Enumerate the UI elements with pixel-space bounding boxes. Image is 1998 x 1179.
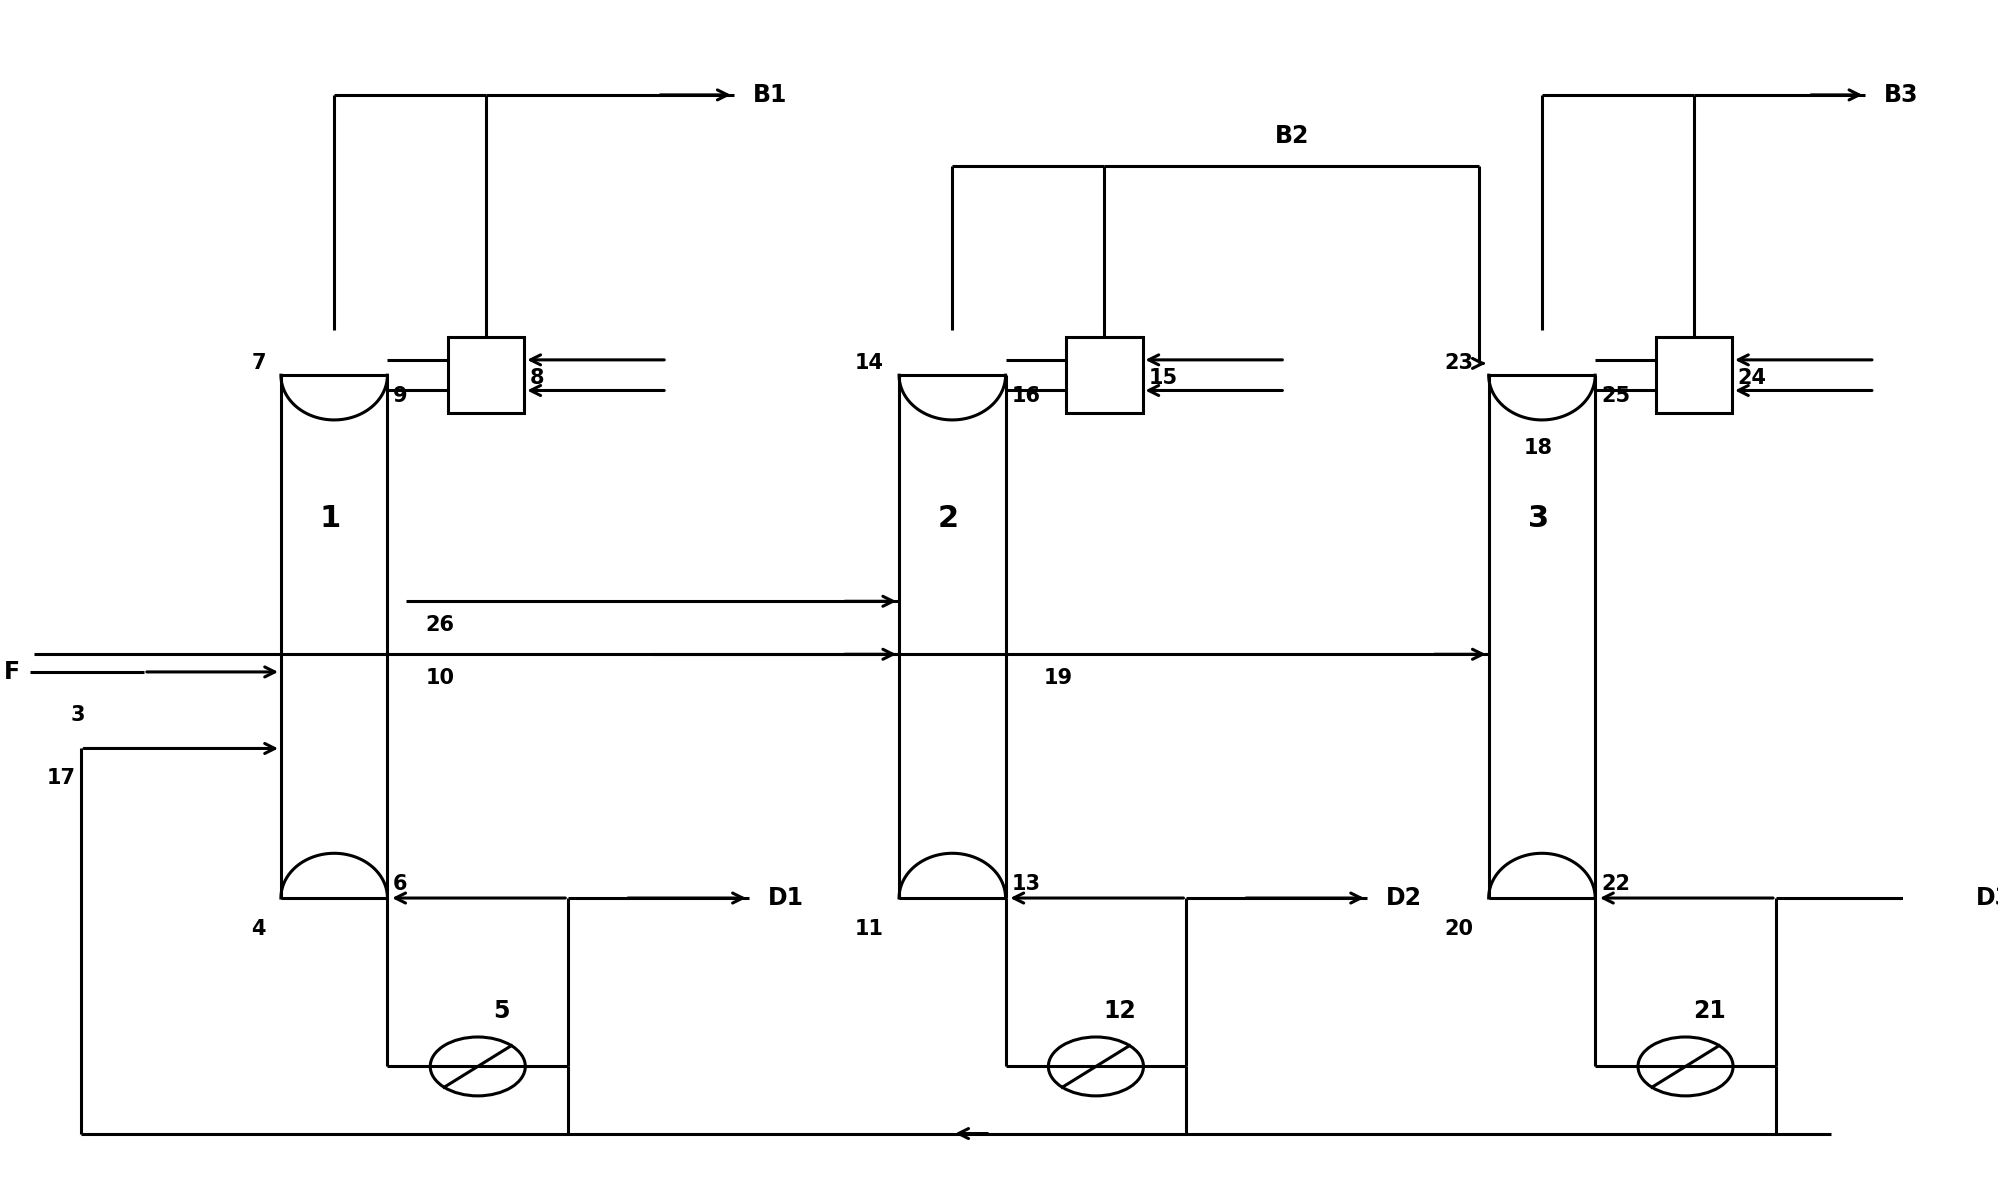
Text: 3: 3: [70, 705, 84, 725]
Text: F: F: [4, 660, 20, 684]
Text: 5: 5: [494, 999, 509, 1023]
Text: 21: 21: [1692, 999, 1724, 1023]
Text: 10: 10: [426, 667, 454, 687]
Text: 24: 24: [1736, 368, 1766, 388]
Text: 19: 19: [1043, 667, 1073, 687]
Text: 12: 12: [1103, 999, 1135, 1023]
Text: 15: 15: [1147, 368, 1177, 388]
Text: 16: 16: [1011, 387, 1039, 407]
Text: B2: B2: [1275, 124, 1309, 147]
Text: 3: 3: [1526, 505, 1548, 533]
Text: D3: D3: [1974, 887, 1998, 910]
Text: 13: 13: [1011, 874, 1039, 894]
Text: 20: 20: [1445, 918, 1473, 938]
Text: 23: 23: [1445, 354, 1473, 374]
Text: 2: 2: [937, 505, 959, 533]
Text: 14: 14: [855, 354, 883, 374]
Text: 8: 8: [529, 368, 543, 388]
Text: 1: 1: [320, 505, 342, 533]
Text: 18: 18: [1522, 439, 1552, 459]
Text: B3: B3: [1884, 83, 1918, 107]
Text: 26: 26: [426, 614, 454, 634]
Text: 17: 17: [46, 768, 76, 788]
Text: 9: 9: [394, 387, 408, 407]
Bar: [1065, 337, 1143, 414]
Text: 4: 4: [252, 918, 266, 938]
Text: D2: D2: [1385, 887, 1421, 910]
Text: 6: 6: [394, 874, 408, 894]
Text: 7: 7: [252, 354, 266, 374]
Bar: [448, 337, 523, 414]
Text: 25: 25: [1600, 387, 1628, 407]
Text: D1: D1: [767, 887, 803, 910]
Text: 11: 11: [855, 918, 883, 938]
Bar: [1654, 337, 1730, 414]
Text: 22: 22: [1600, 874, 1628, 894]
Text: B1: B1: [751, 83, 787, 107]
